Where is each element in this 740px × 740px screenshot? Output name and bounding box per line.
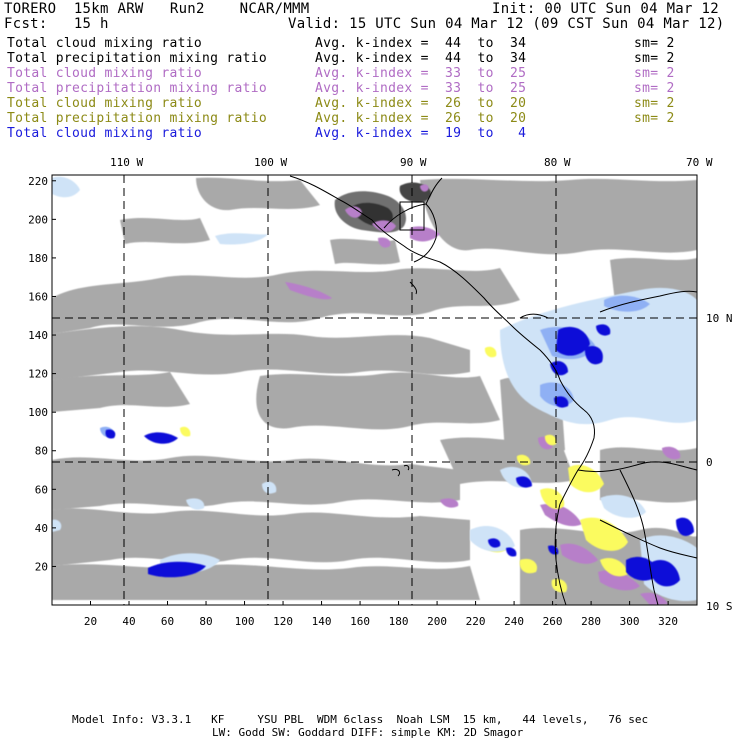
legend-field: Total cloud mixing ratio <box>7 66 203 81</box>
plot-frame <box>51 174 698 606</box>
left-tick-label: 80 <box>35 445 48 458</box>
left-tick-label: 180 <box>28 252 48 265</box>
bottom-tick-label: 220 <box>466 615 486 628</box>
bottom-tick-label: 320 <box>658 615 678 628</box>
left-tick-label: 220 <box>28 175 48 188</box>
legend-range: Avg. k-index = 33 to 25 <box>315 66 527 81</box>
graticule <box>52 175 697 605</box>
legend-sm: sm= 2 <box>634 96 675 111</box>
legend-field: Total cloud mixing ratio <box>7 96 203 111</box>
legend-range: Avg. k-index = 33 to 25 <box>315 81 527 96</box>
legend-field: Total cloud mixing ratio <box>7 126 203 141</box>
init-time: Init: 00 UTC Sun 04 Mar 12 <box>492 1 719 17</box>
bottom-tick-label: 60 <box>161 615 174 628</box>
model-title: TORERO 15km ARW Run2 NCAR/MMM <box>4 1 310 17</box>
bottom-tick-label: 120 <box>273 615 293 628</box>
lon-label: 110 W <box>110 156 143 169</box>
legend-range: Avg. k-index = 44 to 34 <box>315 36 527 51</box>
bottom-tick-label: 100 <box>235 615 255 628</box>
bottom-tick-labels: 20 40 60 80 100 120 140 160 180 200 220 240 260 280 30… <box>84 615 678 628</box>
tick-marks <box>52 180 669 605</box>
left-tick-label: 140 <box>28 329 48 342</box>
legend-field: Total precipitation mixing ratio <box>7 51 268 66</box>
legend-range: Avg. k-index = 19 to 4 <box>315 126 527 141</box>
lat-label: 10 N <box>706 312 733 325</box>
bottom-tick-label: 280 <box>581 615 601 628</box>
bottom-tick-label: 240 <box>504 615 524 628</box>
model-info: Model Info: V3.3.1 KF YSU PBL WDM 6class… <box>72 713 649 726</box>
lat-label: 10 S <box>706 600 733 613</box>
bottom-tick-label: 180 <box>389 615 409 628</box>
lat-label: 0 <box>706 456 713 469</box>
bottom-tick-label: 160 <box>350 615 370 628</box>
left-tick-label: 120 <box>28 368 48 381</box>
left-tick-label: 100 <box>28 406 48 419</box>
bottom-tick-label: 200 <box>427 615 447 628</box>
bottom-tick-label: 140 <box>312 615 332 628</box>
left-tick-label: 60 <box>35 483 48 496</box>
legend-field: Total cloud mixing ratio <box>7 36 203 51</box>
left-tick-label: 40 <box>35 522 48 535</box>
legend-range: Avg. k-index = 26 to 20 <box>315 96 527 111</box>
bottom-tick-label: 300 <box>620 615 640 628</box>
left-tick-label: 20 <box>35 560 48 573</box>
model-physics: LW: Godd SW: Goddard DIFF: simple KM: 2D… <box>212 726 524 739</box>
legend-sm: sm= 2 <box>634 81 675 96</box>
legend-sm: sm= 2 <box>634 36 675 51</box>
lon-label: 100 W <box>254 156 287 169</box>
left-tick-label: 200 <box>28 213 48 226</box>
cloud-field-deep-blue <box>105 324 694 587</box>
forecast-hour: Fcst: 15 h <box>4 16 109 32</box>
legend-sm: sm= 2 <box>634 111 675 126</box>
bottom-tick-label: 260 <box>543 615 563 628</box>
legend-field: Total precipitation mixing ratio <box>7 81 268 96</box>
bottom-tick-label: 80 <box>199 615 212 628</box>
left-tick-labels: 20 40 60 80 100 120 140 160 180 200 220 <box>28 175 48 574</box>
cloud-field-gray <box>52 177 697 605</box>
bottom-tick-label: 20 <box>84 615 97 628</box>
left-tick-label: 160 <box>28 290 48 303</box>
lon-label: 90 W <box>400 156 427 169</box>
valid-time: Valid: 15 UTC Sun 04 Mar 12 (09 CST Sun … <box>288 16 725 32</box>
legend-field: Total precipitation mixing ratio <box>7 111 268 126</box>
lon-label: 80 W <box>544 156 571 169</box>
legend-range: Avg. k-index = 44 to 34 <box>315 51 527 66</box>
bottom-tick-label: 40 <box>122 615 135 628</box>
lon-label: 70 W <box>686 156 713 169</box>
legend-range: Avg. k-index = 26 to 20 <box>315 111 527 126</box>
coastlines <box>289 175 697 605</box>
legend-sm: sm= 2 <box>634 66 675 81</box>
legend-sm: sm= 2 <box>634 51 675 66</box>
